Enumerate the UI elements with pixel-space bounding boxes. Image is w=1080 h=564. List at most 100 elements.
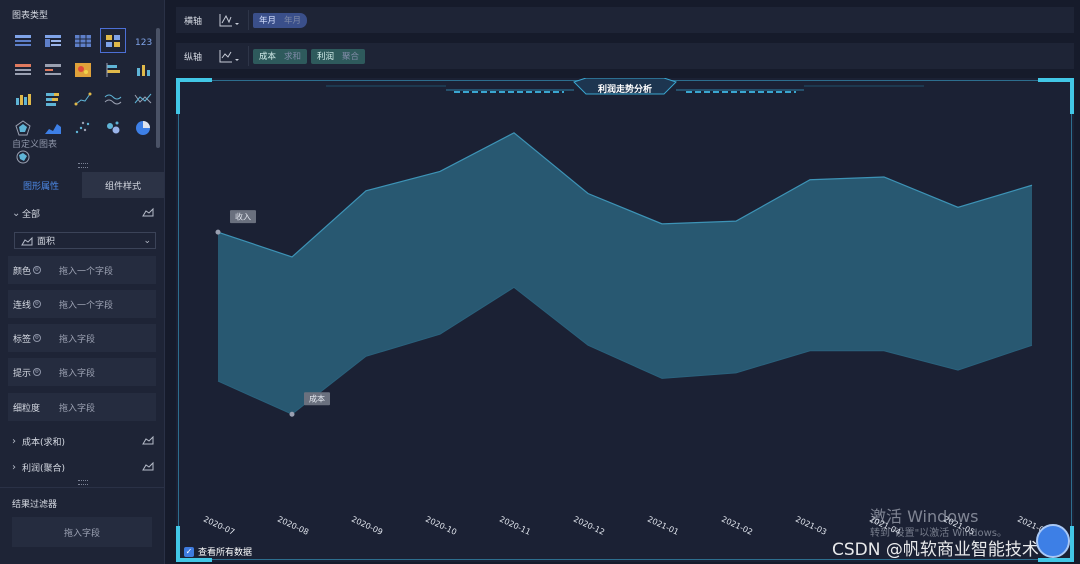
pill-sub: 求和 [284,52,302,62]
chart-select-value: 面积 [37,237,56,247]
callout-box [304,392,330,406]
connect-field-drop[interactable]: 连线 ⚙ 拖入一个字段 [8,290,156,318]
heatmap-icon[interactable] [68,55,98,84]
area-chart-icon[interactable] [38,113,68,142]
tab-graph-properties[interactable]: 图形属性 [0,172,82,198]
x-axis-bar: 横轴 年月 年月 [176,7,1074,33]
settings-icon[interactable]: ⚙ [33,266,42,274]
bubble-chart-icon[interactable] [98,113,128,142]
scatter-line-icon[interactable] [68,84,98,113]
series-line-revenue [217,132,1033,258]
field-placeholder: 拖入字段 [59,368,96,379]
x-tick-label: 2020-08 [276,515,310,537]
filter-drop-zone[interactable]: 拖入字段 [12,517,152,547]
pill-main: 利润 [317,52,335,62]
left-panel: 图表类型 123 自定义图表 图形属性 组件样式 ⌄ 全部 面积 [0,0,165,564]
series-item-cost[interactable]: › 成本(求和) [12,434,154,448]
resize-handle[interactable] [78,480,88,485]
frame-corner [176,78,180,114]
color-table-icon[interactable] [38,55,68,84]
field-label: 细粒度 [13,403,41,414]
number-icon[interactable]: 123 [128,26,158,55]
area-band [218,132,1032,415]
series-line-cost [217,286,1033,415]
all-section-header[interactable]: ⌄ 全部 [12,206,154,220]
assistant-fab-icon[interactable] [1036,524,1070,558]
scrollbar[interactable] [156,28,160,148]
bar-chart-icon[interactable] [128,55,158,84]
x-tick-label: 2021-01 [646,515,680,537]
radar-chart-icon[interactable] [8,113,38,142]
line-type-icon[interactable] [218,49,248,63]
settings-icon[interactable]: ⚙ [33,300,42,308]
frame-corner [176,526,180,562]
cross-table-icon[interactable] [38,26,68,55]
field-label: 颜色 [13,266,32,277]
tooltip-field-drop[interactable]: 提示 ⚙ 拖入字段 [8,358,156,386]
map-chart-icon[interactable] [8,142,38,171]
color-field-drop[interactable]: 颜色 ⚙ 拖入一个字段 [8,256,156,284]
x-tick-label: 2020-11 [498,515,532,537]
show-all-data[interactable]: ✓ 查看所有数据 [184,545,252,558]
area-chart: 2020-07 2020-08 2020-09 2020-10 2020-11 2020-… [202,132,1050,537]
y-axis-label: 纵轴 [184,52,203,63]
activation-watermark: 激活 Windows [870,507,979,526]
chart-title: 利润走势分析 [597,85,652,95]
pie-chart-icon[interactable] [128,113,158,142]
column-chart-icon[interactable] [8,84,38,113]
pill-main: 成本 [259,52,277,62]
table-icon[interactable] [8,26,38,55]
chevron-right-icon: › [12,461,16,473]
field-label: 标签 [13,334,32,345]
series-item-profit[interactable]: › 利润(聚合) [12,460,154,474]
custom-chart-label[interactable]: 自定义图表 [12,140,58,150]
x-axis-label: 横轴 [184,16,203,27]
x-tick-label: 2021-03 [794,515,828,537]
axis-type-icon[interactable] [218,13,248,27]
y-field-pill-profit[interactable]: 利润 聚合 [311,48,366,64]
frame-corner [1038,78,1074,82]
chevron-down-icon: ⌄ [143,235,151,246]
frame-corner [1038,558,1074,562]
settings-icon[interactable]: ⚙ [33,334,42,342]
y-axis-bar: 纵轴 成本 求和 利润 聚合 [176,43,1074,69]
resize-handle[interactable] [78,163,88,168]
callout-box [230,210,256,224]
area-icon [21,236,33,245]
x-field-pill[interactable]: 年月 年月 [253,12,308,28]
field-label: 提示 [13,368,32,379]
bar-horizontal-icon[interactable] [98,55,128,84]
tab-component-style[interactable]: 组件样式 [82,172,164,198]
y-field-pill-cost[interactable]: 成本 求和 [253,48,308,64]
stacked-bar-icon[interactable] [38,84,68,113]
pill-sub: 聚合 [342,52,360,62]
label-field-drop[interactable]: 标签 ⚙ 拖入字段 [8,324,156,352]
multi-line-icon[interactable] [98,84,128,113]
title-decoration [326,78,924,95]
line-chart-icon[interactable] [128,84,158,113]
frame-corner [1070,78,1074,114]
data-point [215,229,221,235]
frame-corner [176,558,212,562]
csdn-watermark: CSDN @帆软商业智能技术 [832,540,1039,560]
x-tick-label: 2020-09 [350,515,384,537]
chart-canvas: 利润走势分析 2020-07 2020-08 2020-09 2020-10 2020-… [176,78,1074,562]
chevron-down-icon: ⌄ [12,207,21,219]
x-tick-label: 2020-07 [202,515,236,537]
kpi-grid-icon[interactable] [98,26,128,55]
scatter-chart-icon[interactable] [68,113,98,142]
divider [248,10,249,30]
pill-main: 年月 [259,16,277,26]
chevron-right-icon: › [12,435,16,447]
checkbox-checked-icon[interactable]: ✓ [184,546,194,557]
settings-icon[interactable]: ⚙ [33,368,42,376]
chart-type-select[interactable]: 面积 ⌄ [14,232,156,249]
field-label: 连线 [13,300,32,311]
result-filter-title: 结果过滤器 [12,500,58,510]
activation-watermark-sub: 转到"设置"以激活 Windows。 [870,528,1008,539]
detail-table-icon[interactable] [68,26,98,55]
field-placeholder: 拖入字段 [59,403,96,414]
area-type-icon [142,435,154,448]
grouped-table-icon[interactable] [8,55,38,84]
granularity-field-drop[interactable]: 细粒度 拖入字段 [8,393,156,421]
